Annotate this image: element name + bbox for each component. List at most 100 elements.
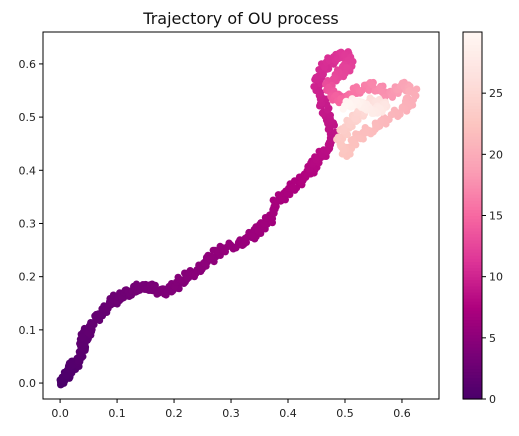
- colorbar-segment: [463, 41, 482, 45]
- colorbar-segment: [463, 68, 482, 73]
- colorbar-segment: [463, 350, 482, 354]
- colorbar-segment: [463, 178, 482, 183]
- trajectory-point: [349, 139, 357, 147]
- x-tick-label: 0.4: [279, 407, 297, 420]
- colorbar-segment: [463, 105, 482, 110]
- x-tick-label: 0.6: [393, 407, 411, 420]
- colorbar-segment: [463, 142, 482, 146]
- colorbar-segment: [463, 139, 482, 143]
- colorbar-segment: [463, 233, 482, 238]
- colorbar-segment: [463, 145, 482, 149]
- x-tick-label: 0.5: [336, 407, 354, 420]
- y-tick-label: 0.5: [19, 111, 37, 124]
- colorbar-segment: [463, 325, 482, 330]
- colorbar-segment: [463, 163, 482, 168]
- trajectory-point: [362, 129, 370, 137]
- colorbar-segment: [463, 285, 482, 290]
- colorbar-segment: [463, 132, 482, 137]
- colorbar-segment: [463, 35, 482, 39]
- colorbar-tick-label: 5: [489, 332, 496, 345]
- colorbar-segment: [463, 90, 482, 94]
- colorbar-segment: [463, 215, 482, 220]
- colorbar-segment: [463, 288, 482, 293]
- colorbar-segment: [463, 331, 482, 336]
- trajectory-point: [289, 183, 297, 191]
- colorbar-segment: [463, 96, 482, 100]
- colorbar-segment: [463, 102, 482, 106]
- colorbar-segment: [463, 224, 482, 229]
- colorbar-segment: [463, 83, 482, 88]
- colorbar-segment: [463, 392, 482, 397]
- colorbar-segment: [463, 340, 482, 345]
- colorbar-segment: [463, 200, 482, 204]
- colorbar-segment: [463, 347, 482, 351]
- colorbar-segment: [463, 255, 482, 259]
- colorbar-segment: [463, 151, 482, 155]
- colorbar-segment: [463, 316, 482, 321]
- trajectory-point: [341, 102, 349, 111]
- colorbar-segment: [463, 386, 482, 391]
- colorbar-segment: [463, 334, 482, 339]
- colorbar-segment: [463, 227, 482, 232]
- trajectory-point: [273, 197, 281, 205]
- colorbar-segment: [463, 169, 482, 174]
- colorbar-segment: [463, 221, 482, 226]
- colorbar-segment: [463, 148, 482, 152]
- colorbar-segment: [463, 47, 482, 51]
- colorbar-segment: [463, 249, 482, 253]
- colorbar-segment: [463, 264, 482, 269]
- trajectory-point: [343, 64, 351, 72]
- trajectory-point: [369, 81, 377, 89]
- trajectory-point: [248, 231, 256, 240]
- colorbar-segment: [463, 157, 482, 162]
- trajectory-point: [388, 92, 396, 100]
- trajectory-point: [207, 252, 216, 261]
- colorbar-segment: [463, 154, 482, 158]
- y-tick-label: 0.4: [19, 164, 37, 177]
- colorbar-segment: [463, 236, 482, 241]
- colorbar-segment: [463, 295, 482, 299]
- colorbar-segment: [463, 365, 482, 370]
- colorbar-segment: [463, 282, 482, 287]
- colorbar-segment: [463, 120, 482, 125]
- colorbar-segment: [463, 343, 482, 348]
- trajectory-point: [405, 87, 413, 95]
- scatter-points: [56, 48, 421, 389]
- colorbar-segment: [463, 301, 482, 305]
- colorbar-segment: [463, 99, 482, 103]
- colorbar-segment: [463, 368, 482, 373]
- y-tick-label: 0.6: [19, 58, 37, 71]
- colorbar-segment: [463, 59, 482, 64]
- colorbar-segment: [463, 319, 482, 324]
- colorbar-segment: [463, 62, 482, 67]
- trajectory-point: [310, 83, 318, 91]
- colorbar-segment: [463, 310, 482, 314]
- colorbar-segment: [463, 191, 482, 195]
- colorbar-tick-label: 20: [489, 148, 503, 161]
- colorbar-segment: [463, 74, 482, 79]
- trajectory-point: [254, 227, 262, 235]
- colorbar-segment: [463, 328, 482, 333]
- colorbar-segment: [463, 50, 482, 55]
- colorbar-segment: [463, 123, 482, 128]
- colorbar-segment: [463, 377, 482, 382]
- colorbar-segment: [463, 184, 482, 189]
- plot-frame: [42, 31, 440, 400]
- x-tick-label: 0.2: [165, 407, 183, 420]
- colorbar-segment: [463, 206, 482, 210]
- colorbar-segment: [463, 353, 482, 357]
- colorbar-segment: [463, 65, 482, 70]
- colorbar-segment: [463, 114, 482, 119]
- colorbar-segment: [463, 356, 482, 360]
- colorbar-segment: [463, 160, 482, 165]
- trajectory-point: [323, 106, 332, 114]
- colorbar-segment: [463, 172, 482, 177]
- trajectory-point: [79, 333, 87, 342]
- chart-title: Trajectory of OU process: [142, 9, 338, 28]
- colorbar: 0 5 10 15 20 25: [462, 31, 503, 406]
- colorbar-segment: [463, 304, 482, 308]
- colorbar-segment: [463, 108, 482, 113]
- colorbar-segment: [463, 273, 482, 278]
- colorbar-segment: [463, 395, 482, 400]
- y-tick-label: 0.2: [19, 271, 37, 284]
